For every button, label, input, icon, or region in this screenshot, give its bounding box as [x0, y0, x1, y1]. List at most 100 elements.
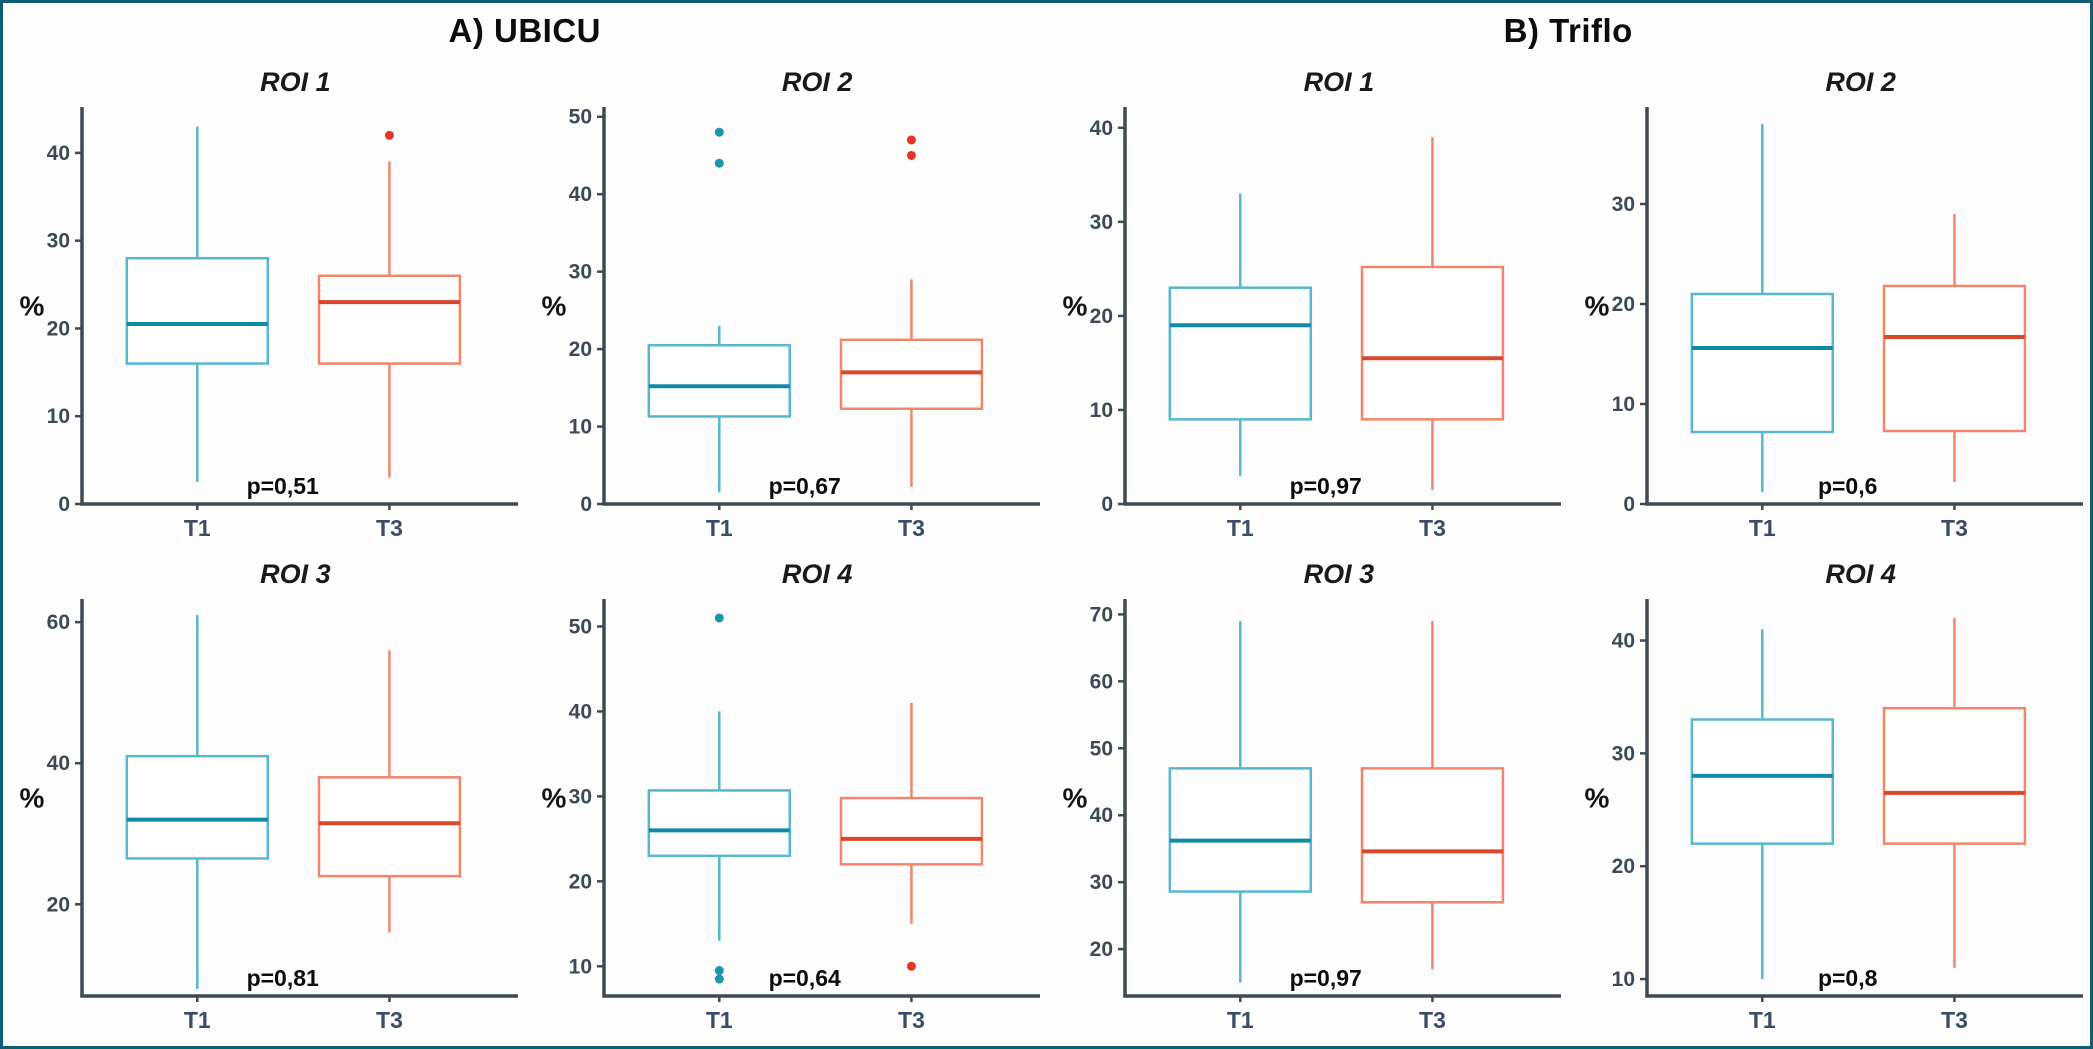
x-category-label: T3: [1419, 1007, 1446, 1033]
box-group-t3: [839, 135, 983, 487]
y-tick-label: 30: [568, 785, 591, 808]
y-tick-label: 70: [1090, 603, 1113, 626]
y-tick-label: 40: [568, 183, 591, 206]
x-category-label: T3: [898, 515, 925, 541]
y-tick-label: 50: [568, 615, 591, 638]
boxplot-ubicu-roi2: ROI 2 0 10 20 30 40 50% T1 T3 p=0,67: [525, 59, 1047, 551]
x-category-label: T3: [1941, 515, 1968, 541]
y-tick-label: 20: [1612, 293, 1635, 316]
panel-titles-row: A) UBICU B) Triflo: [3, 3, 2090, 59]
y-tick-label: 30: [568, 261, 591, 284]
iqr-box: [1361, 265, 1505, 421]
x-category-label: T3: [1419, 515, 1446, 541]
boxplot-canvas: 0 10 20 30 40 50% T1 T3 p=0,67: [541, 106, 1040, 541]
plot-title: ROI 3: [1303, 559, 1375, 589]
y-tick-label: 30: [1090, 871, 1113, 894]
x-category-label: T3: [898, 1007, 925, 1033]
y-axis-label: %: [1585, 291, 1610, 322]
y-tick-label: 40: [568, 700, 591, 723]
y-axis-label: %: [1063, 783, 1088, 814]
y-tick-label: 20: [47, 893, 70, 916]
boxplot-triflo-roi1: ROI 1 0 10 20 30 40% T1 T3 p=0,97: [1047, 59, 1569, 551]
y-tick-label: 20: [568, 338, 591, 361]
iqr-box: [647, 789, 791, 858]
y-tick-label: 10: [1612, 968, 1635, 991]
y-tick-label: 40: [1612, 630, 1635, 653]
y-tick-label: 10: [1612, 393, 1635, 416]
iqr-box: [1690, 292, 1835, 434]
outlier-point: [906, 961, 916, 971]
iqr-box: [1168, 767, 1313, 893]
boxplot-triflo-roi3: ROI 3 20 30 40 50 60 70% T1 T3 p=0,97: [1047, 551, 1569, 1043]
boxplot-canvas: 0 10 20 30 40% T1 T3 p=0,51: [19, 107, 518, 541]
plot-title: ROI 4: [781, 559, 853, 589]
x-category-label: T3: [1941, 1007, 1968, 1033]
iqr-box: [1882, 706, 2027, 845]
boxplot-canvas: 20 30 40 50 60 70% T1 T3 p=0,97: [1063, 599, 1562, 1033]
boxplot-triflo-roi4: ROI 4 10 20 30 40% T1 T3 p=0,8: [1568, 551, 2090, 1043]
y-tick-label: 20: [1090, 938, 1113, 961]
x-category-label: T1: [1227, 515, 1254, 541]
plot-title: ROI 1: [1303, 67, 1375, 97]
plot-title: ROI 4: [1825, 559, 1896, 589]
plot-title: ROI 2: [1825, 67, 1896, 97]
p-value-label: p=0,97: [1290, 473, 1362, 499]
panel-b-title: B) Triflo: [1503, 12, 1633, 49]
y-tick-label: 50: [1090, 737, 1113, 760]
p-value-label: p=0,8: [1818, 965, 1878, 991]
x-category-label: T1: [1749, 515, 1776, 541]
box-group-t1: [647, 127, 791, 493]
y-tick-label: 10: [47, 405, 70, 428]
outlier-point: [714, 974, 724, 984]
p-value-label: p=0,64: [768, 965, 840, 991]
y-tick-label: 10: [1090, 399, 1113, 422]
iqr-box: [1168, 286, 1313, 421]
box-group-t3: [1361, 621, 1505, 970]
outlier-point: [714, 613, 724, 623]
iqr-box: [125, 256, 269, 365]
box-group-t3: [1882, 617, 2027, 968]
iqr-box: [1690, 718, 1835, 845]
y-tick-label: 0: [1102, 493, 1114, 516]
plot-title: ROI 3: [260, 559, 331, 589]
p-value-label: p=0,97: [1290, 965, 1362, 991]
box-group-t1: [1690, 629, 1835, 980]
y-tick-label: 10: [568, 955, 591, 978]
boxplot-canvas: 20 40 60% T1 T3 p=0,81: [19, 599, 518, 1033]
outlier-point: [906, 135, 916, 145]
box-group-t3: [839, 702, 983, 971]
boxplot-canvas: 0 10 20 30% T1 T3 p=0,6: [1585, 107, 2084, 541]
boxplot-ubicu-roi3: ROI 3 20 40 60% T1 T3 p=0,81: [3, 551, 525, 1043]
y-tick-label: 30: [1612, 742, 1635, 765]
x-category-label: T1: [705, 515, 732, 541]
box-group-t1: [1168, 193, 1313, 476]
box-group-t3: [317, 650, 462, 933]
outlier-point: [714, 966, 724, 976]
y-axis-label: %: [541, 291, 566, 322]
iqr-box: [1882, 284, 2027, 433]
box-group-t3: [1361, 137, 1505, 490]
boxplot-canvas: 10 20 30 40% T1 T3 p=0,8: [1585, 599, 2084, 1033]
iqr-box: [1361, 767, 1505, 904]
iqr-box: [317, 274, 462, 365]
y-tick-label: 50: [568, 106, 591, 129]
y-axis-label: %: [1585, 783, 1610, 814]
boxplot-ubicu-roi4: ROI 4 10 20 30 40 50% T1 T3 p=0,64: [525, 551, 1047, 1043]
y-tick-label: 10: [568, 416, 591, 439]
box-group-t1: [125, 615, 269, 989]
y-tick-label: 0: [58, 493, 70, 516]
x-category-label: T1: [1227, 1007, 1254, 1033]
y-axis-label: %: [19, 291, 44, 322]
iqr-box: [317, 776, 462, 878]
x-category-label: T3: [376, 515, 403, 541]
x-category-label: T1: [184, 1007, 211, 1033]
y-tick-label: 60: [47, 611, 70, 634]
p-value-label: p=0,6: [1818, 473, 1877, 499]
y-tick-label: 40: [47, 142, 70, 165]
boxplot-ubicu-roi1: ROI 1 0 10 20 30 40% T1 T3 p=0,51: [3, 59, 525, 551]
subplot-grid: ROI 1 0 10 20 30 40% T1 T3 p=0,51 ROI 2 0 10 20 30…: [3, 59, 2090, 1043]
boxplot-canvas: 0 10 20 30 40% T1 T3 p=0,97: [1063, 107, 1562, 541]
box-group-t3: [317, 130, 462, 478]
outlier-point: [714, 158, 724, 168]
